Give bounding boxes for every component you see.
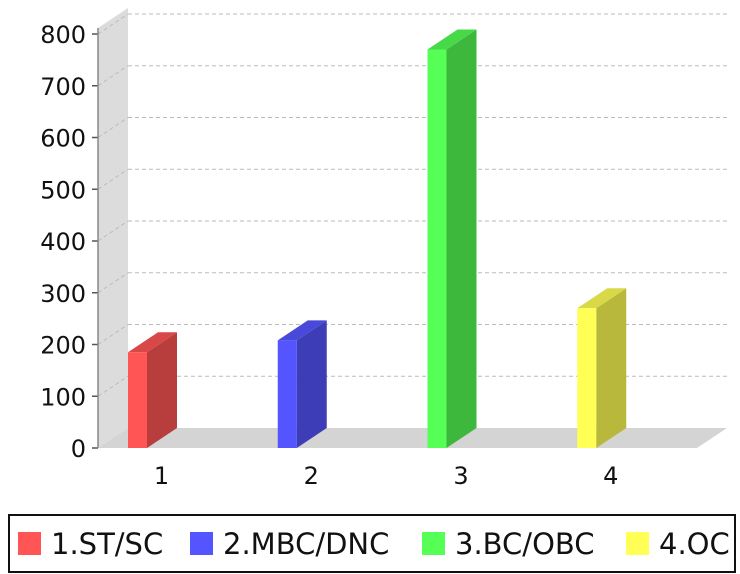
bar-front-2 [277, 340, 297, 448]
bar-2 [277, 320, 327, 448]
y-tick-label: 200 [40, 332, 86, 360]
tick-labels: 0 100 200 300 400 500 600 700 800 1 2 3 4 [40, 21, 618, 490]
x-tick-label: 3 [453, 462, 468, 490]
legend-swatch-4 [626, 532, 649, 555]
bar-side-3 [446, 29, 477, 449]
bar-top-4 [577, 288, 627, 309]
x-tick-label: 1 [154, 462, 169, 490]
y-tick-label: 100 [40, 383, 86, 411]
bar-front-1 [128, 352, 147, 448]
legend-label-1: 1.ST/SC [51, 527, 163, 561]
legend-label-2: 2.MBC/DNC [223, 527, 389, 561]
bars [128, 29, 627, 449]
bar-4 [577, 288, 627, 448]
y-tick-label: 700 [40, 73, 86, 101]
y-tick-label: 0 [71, 435, 86, 463]
bar-side-2 [296, 320, 327, 448]
bar-top-3 [427, 29, 477, 50]
y-tick-label: 400 [40, 228, 86, 256]
wall-grid-line-400 [97, 220, 129, 242]
bar-1 [128, 332, 177, 448]
legend-label-4: 4.OC [659, 527, 730, 561]
x-tick-label: 2 [304, 462, 319, 490]
bar-top-1 [128, 332, 177, 353]
grid-lines [97, 13, 727, 397]
wall-grid-line-600 [97, 117, 129, 138]
y-tick-label: 800 [40, 21, 86, 49]
wall-grid-line-500 [97, 168, 129, 190]
y-tick-label: 600 [40, 125, 86, 153]
wall-grid-line-100 [97, 375, 129, 397]
legend-swatch-1 [18, 532, 41, 555]
bar-3 [427, 29, 477, 449]
floor [98, 428, 727, 448]
legend-swatch-2 [190, 532, 213, 555]
bar-top-2 [277, 320, 327, 341]
bar-side-1 [147, 332, 177, 448]
legend-box [8, 514, 736, 573]
chart-walls [98, 8, 727, 448]
wall-grid-line-200 [97, 324, 129, 345]
left-wall [98, 8, 128, 448]
x-tick-label: 4 [603, 462, 618, 490]
wall-grid-line-300 [97, 272, 129, 294]
legend: 1.ST/SC 2.MBC/DNC 3.BC/OBC 4.OC [8, 514, 736, 573]
legend-swatch-3 [422, 532, 445, 555]
y-tick-label: 500 [40, 176, 86, 204]
y-tick-label: 300 [40, 280, 86, 308]
legend-label-3: 3.BC/OBC [455, 527, 595, 561]
bar-side-4 [596, 288, 627, 448]
bar-front-3 [427, 49, 447, 449]
wall-grid-line-700 [97, 65, 129, 87]
wall-grid-line-800 [97, 13, 129, 35]
bar-front-4 [577, 308, 597, 448]
axes [92, 28, 99, 449]
